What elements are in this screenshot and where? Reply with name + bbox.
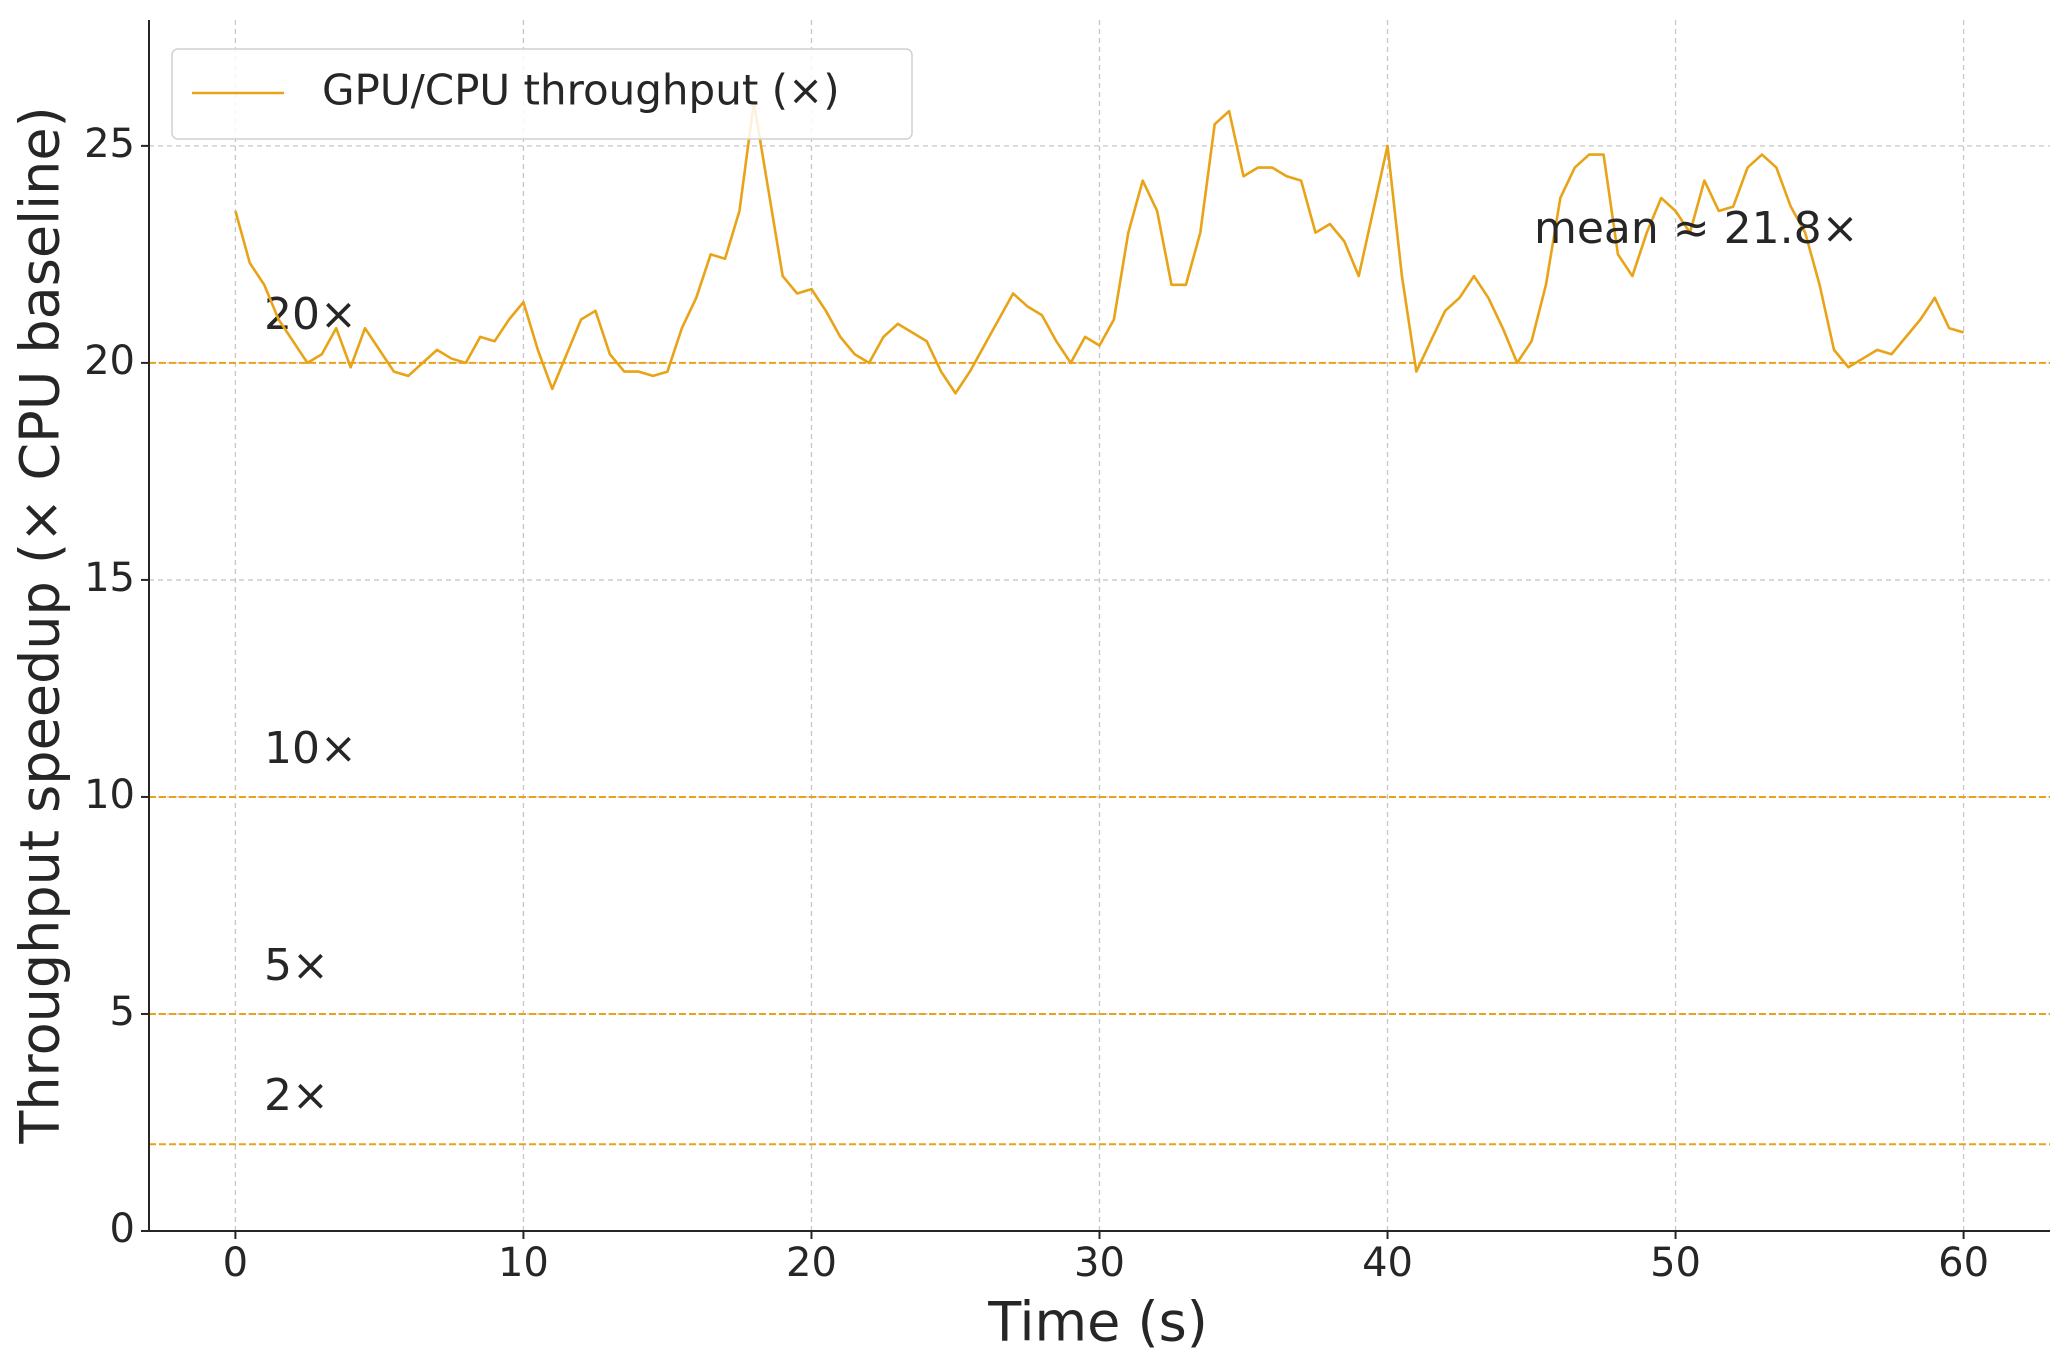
y-tick-label: 25: [84, 121, 135, 167]
legend-box: [171, 48, 913, 140]
y-tick-label: 10: [84, 772, 135, 818]
x-tick-label: 40: [1362, 1240, 1413, 1286]
x-axis-label: Time (s): [987, 1291, 1208, 1354]
x-tick-label: 50: [1650, 1240, 1701, 1286]
reference-label: 10×: [264, 723, 357, 774]
y-tick-label: 5: [110, 989, 135, 1035]
annotation: mean ≈ 21.8×: [1534, 203, 1858, 254]
y-tick-label: 0: [110, 1206, 135, 1252]
x-tick-label: 10: [498, 1240, 549, 1286]
x-tick-label: 0: [223, 1240, 248, 1286]
y-tick-label: 15: [84, 555, 135, 601]
reference-label: 5×: [264, 940, 329, 991]
x-tick-label: 60: [1938, 1240, 1989, 1286]
y-tick-label: 20: [84, 338, 135, 384]
reference-label: 2×: [264, 1070, 329, 1121]
reference-label: 20×: [264, 289, 357, 340]
x-tick-label: 20: [786, 1240, 837, 1286]
x-tick-label: 30: [1074, 1240, 1125, 1286]
data-line: [234, 101, 1964, 395]
y-axis-label: Throughput speedup (× CPU baseline): [9, 106, 72, 1144]
legend-label: GPU/CPU throughput (×): [322, 66, 840, 115]
